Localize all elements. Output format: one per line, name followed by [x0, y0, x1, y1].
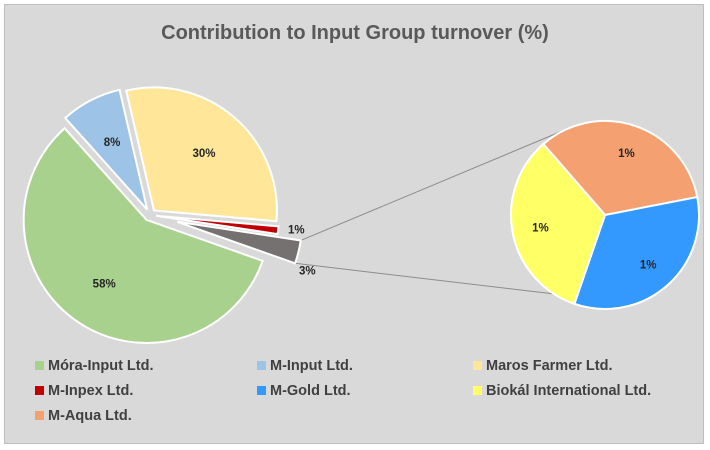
- main-slice-mora-input-ltd: [22, 126, 264, 344]
- main-pie: [22, 86, 302, 344]
- main-label-m-input-ltd: 8%: [104, 137, 121, 149]
- legend-label-m-gold-ltd: M-Gold Ltd.: [270, 383, 351, 399]
- legend-swatch-m-inpex-ltd: [35, 386, 44, 395]
- secondary-slice-biokal-international-ltd: [510, 142, 607, 306]
- main-slice-other: [176, 220, 302, 265]
- secondary-label-m-gold-ltd: 1%: [640, 260, 657, 272]
- connector-line-top: [300, 128, 568, 241]
- legend-label-mora-input-ltd: Móra-Input Ltd.: [48, 358, 154, 374]
- legend-label-m-input-ltd: M-Input Ltd.: [270, 358, 353, 374]
- legend-swatch-biokal-international-ltd: [473, 386, 482, 395]
- connector-line-bottom: [295, 262, 564, 296]
- secondary-slice-m-gold-ltd: [573, 195, 700, 310]
- main-slice-m-inpex-ltd: [155, 214, 280, 236]
- secondary-pie: [510, 120, 700, 310]
- main-label-other: 3%: [299, 266, 316, 278]
- secondary-pie-labels: 1% 1% 1%: [532, 148, 656, 272]
- chart-panel: Contribution to Input Group turnover (%)…: [4, 4, 704, 444]
- legend-swatch-m-input-ltd: [257, 361, 266, 370]
- legend-label-m-aqua-ltd: M-Aqua Ltd.: [48, 408, 132, 424]
- legend-swatch-m-gold-ltd: [257, 386, 266, 395]
- secondary-slice-m-aqua-ltd: [541, 120, 699, 217]
- legend-label-biokal-international-ltd: Biokál International Ltd.: [486, 383, 651, 399]
- legend: Móra-Input Ltd. M-Input Ltd. Maros Farmer …: [35, 358, 651, 424]
- main-label-m-inpex-ltd: 1%: [288, 225, 305, 237]
- legend-swatch-m-aqua-ltd: [35, 411, 44, 420]
- legend-label-maros-farmer-ltd: Maros Farmer Ltd.: [486, 358, 613, 374]
- connector-lines: [295, 128, 568, 296]
- legend-label-m-inpex-ltd: M-Inpex Ltd.: [48, 383, 133, 399]
- legend-swatch-maros-farmer-ltd: [473, 361, 482, 370]
- legend-swatch-mora-input-ltd: [35, 361, 44, 370]
- main-slice-m-input-ltd: [63, 88, 149, 211]
- chart-title: Contribution to Input Group turnover (%): [161, 22, 549, 44]
- secondary-label-biokal-international-ltd: 1%: [532, 223, 549, 235]
- main-label-maros-farmer-ltd: 30%: [192, 148, 215, 160]
- secondary-label-m-aqua-ltd: 1%: [618, 148, 635, 160]
- pie-of-pie-chart: Contribution to Input Group turnover (%)…: [22, 22, 700, 424]
- main-pie-labels: 30% 1% 3% 58% 8%: [93, 137, 316, 290]
- main-slice-maros-farmer-ltd: [125, 86, 278, 223]
- main-label-mora-input-ltd: 58%: [93, 278, 116, 290]
